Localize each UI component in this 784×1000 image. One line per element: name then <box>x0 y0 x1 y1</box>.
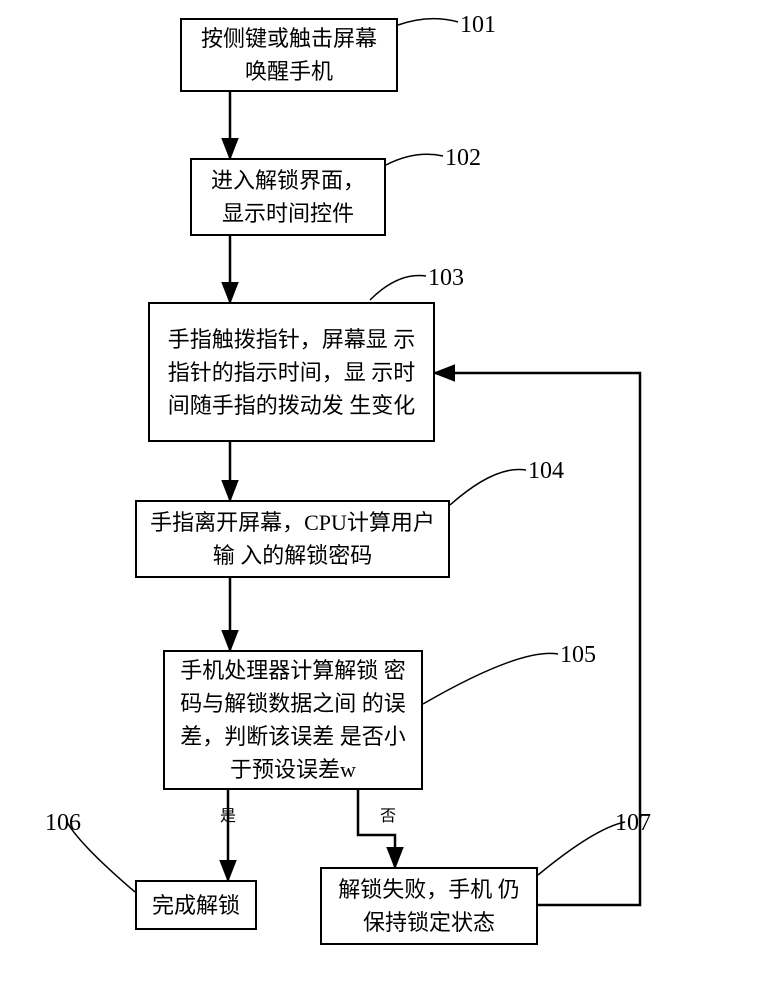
callout-leader <box>386 154 443 165</box>
node-text: 进入解锁界面， 显示时间控件 <box>202 164 374 230</box>
callout-leader <box>538 822 625 875</box>
reference-label-l107: 107 <box>615 810 651 837</box>
reference-label-l102: 102 <box>445 145 481 172</box>
callout-leader <box>450 469 526 505</box>
node-text: 按侧键或触击屏幕 唤醒手机 <box>192 22 386 88</box>
node-text: 手机处理器计算解锁 密码与解锁数据之间 的误差，判断该误差 是否小于预设误差w <box>175 654 411 786</box>
branch-label-yes: 是 <box>220 802 236 826</box>
node-text: 完成解锁 <box>152 889 240 922</box>
flowchart-node-n107: 解锁失败，手机 仍保持锁定状态 <box>320 867 538 945</box>
node-text: 手指离开屏幕，CPU计算用户输 入的解锁密码 <box>147 506 438 572</box>
flowchart-node-n103: 手指触拨指针，屏幕显 示指针的指示时间，显 示时间随手指的拨动发 生变化 <box>148 302 435 442</box>
reference-label-l105: 105 <box>560 642 596 669</box>
reference-label-l106: 106 <box>45 810 81 837</box>
node-text: 解锁失败，手机 仍保持锁定状态 <box>332 873 526 939</box>
branch-label-no: 否 <box>380 802 396 826</box>
callout-leader <box>398 19 458 25</box>
reference-label-l101: 101 <box>460 12 496 39</box>
callout-leader <box>423 653 558 704</box>
flowchart-node-n104: 手指离开屏幕，CPU计算用户输 入的解锁密码 <box>135 500 450 578</box>
node-text: 手指触拨指针，屏幕显 示指针的指示时间，显 示时间随手指的拨动发 生变化 <box>160 323 423 422</box>
flowchart-node-n106: 完成解锁 <box>135 880 257 930</box>
flowchart-node-n105: 手机处理器计算解锁 密码与解锁数据之间 的误差，判断该误差 是否小于预设误差w <box>163 650 423 790</box>
flowchart-node-n102: 进入解锁界面， 显示时间控件 <box>190 158 386 236</box>
callout-leader <box>370 276 426 301</box>
reference-label-l104: 104 <box>528 458 564 485</box>
feedback-arrow <box>435 373 640 905</box>
flowchart-node-n101: 按侧键或触击屏幕 唤醒手机 <box>180 18 398 92</box>
reference-label-l103: 103 <box>428 265 464 292</box>
